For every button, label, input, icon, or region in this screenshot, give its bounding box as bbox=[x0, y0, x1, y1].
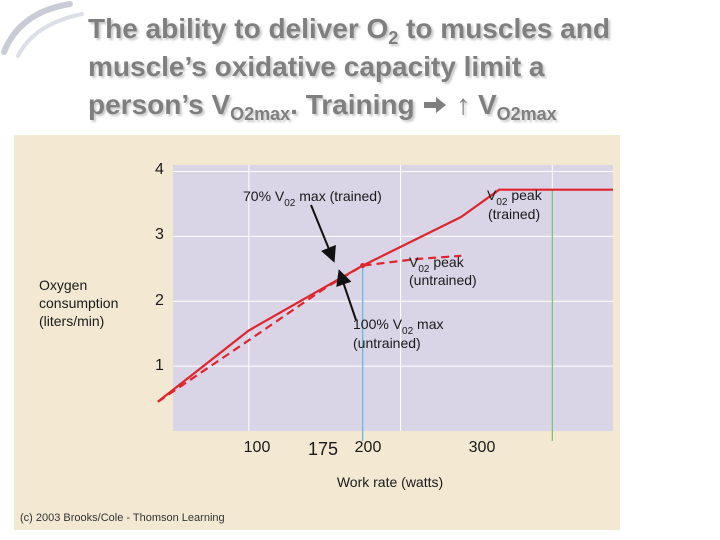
annotation-peak-trained-line-2: (trained) bbox=[488, 206, 540, 222]
annotation-peak-untrained-line-2: (untrained) bbox=[409, 272, 477, 288]
x-tick-label-300: 300 bbox=[469, 439, 496, 456]
y-tick-label-4: 4 bbox=[155, 161, 164, 178]
x-axis-label: Work rate (watts) bbox=[337, 474, 443, 490]
slide-title: The ability to deliver O2 to muscles and… bbox=[88, 10, 708, 124]
copyright-text: (c) 2003 Brooks/Cole - Thomson Learning bbox=[20, 512, 225, 524]
intersection-point bbox=[360, 263, 366, 269]
y-axis-label-line-2: consumption bbox=[39, 295, 118, 311]
annotation-70-percent-trained: 70% V02 max (trained) bbox=[243, 188, 382, 209]
y-tick-label-3: 3 bbox=[155, 226, 164, 243]
decorative-swoosh bbox=[1, 1, 84, 58]
title-line-2: muscle’s oxidative capacity limit a bbox=[88, 51, 545, 82]
oxygen-consumption-chart: 1 2 3 4 100 175 200 300 Work rate (watts… bbox=[39, 161, 613, 490]
x-tick-label-100: 100 bbox=[244, 439, 271, 456]
annotation-arrow-70-percent bbox=[310, 204, 336, 263]
annotation-100-percent-untrained: 100% V02 max bbox=[353, 316, 444, 337]
right-arrow-icon bbox=[424, 97, 447, 113]
y-tick-label-2: 2 bbox=[155, 292, 164, 309]
x-tick-label-175: 175 bbox=[308, 439, 338, 459]
y-tick-label-1: 1 bbox=[155, 357, 164, 374]
annotation-peak-untrained: V02 peak bbox=[409, 254, 465, 275]
x-tick-label-200: 200 bbox=[355, 439, 382, 456]
title-line-3: person’s VO2max. Training ↑ VO2max bbox=[88, 89, 557, 124]
annotation-peak-trained: V02 peak bbox=[487, 187, 543, 208]
annotation-arrow-100-percent bbox=[336, 269, 357, 321]
reference-lines bbox=[362, 189, 553, 441]
series-line-trained bbox=[157, 188, 613, 403]
y-axis-label-line-3: (liters/min) bbox=[39, 313, 104, 329]
title-line-1: The ability to deliver O2 to muscles and bbox=[88, 13, 610, 48]
y-axis-label-line-1: Oxygen bbox=[39, 277, 87, 293]
chart-panel: 1 2 3 4 100 175 200 300 Work rate (watts… bbox=[14, 135, 620, 530]
plot-area bbox=[173, 165, 613, 431]
annotation-100-percent-untrained-line-2: (untrained) bbox=[353, 335, 421, 351]
